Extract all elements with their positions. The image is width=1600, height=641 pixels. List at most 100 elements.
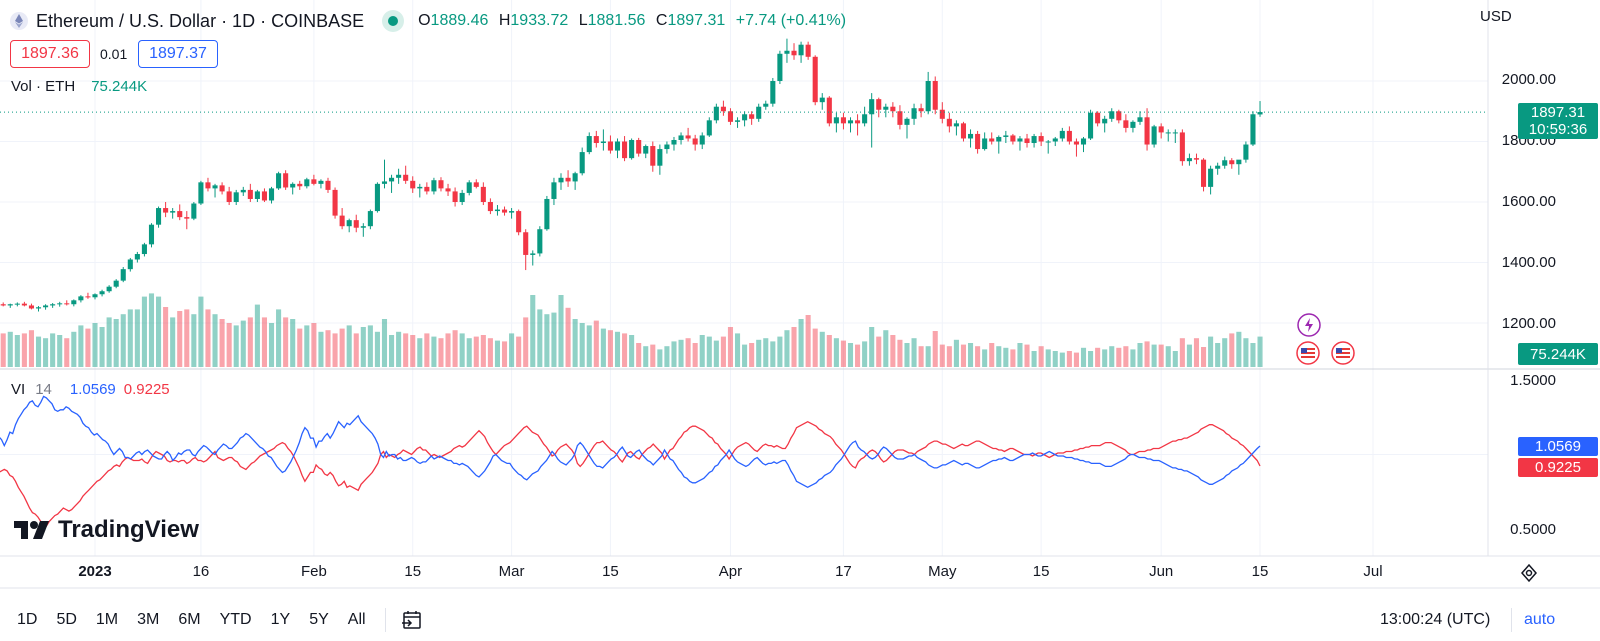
candle-body: [791, 50, 797, 56]
timeframe-all-button[interactable]: All: [347, 610, 366, 628]
candle: [346, 218, 352, 233]
time-axis-label: Mar: [498, 563, 525, 580]
utc-clock[interactable]: 13:00:24 (UTC): [1380, 610, 1491, 628]
volume-bar: [247, 317, 253, 367]
volume-bar: [297, 328, 303, 367]
sell-button[interactable]: 1897.36: [10, 40, 90, 68]
volume-bar: [996, 346, 1002, 367]
candle: [692, 134, 698, 151]
candle-body: [452, 191, 458, 202]
volume-bar: [431, 336, 437, 367]
ohlc-values: O1889.46 H1933.72 L1881.56 C1897.31 +7.7…: [418, 12, 846, 30]
candle: [389, 174, 395, 193]
timeframe-3m-button[interactable]: 3M: [137, 610, 160, 628]
volume-bar: [1088, 351, 1094, 367]
volume-bar: [1144, 341, 1150, 367]
candle: [1172, 129, 1178, 144]
candle: [883, 103, 889, 118]
timeframe-5y-button[interactable]: 5Y: [309, 610, 329, 628]
vi-tick: 1.5000: [1510, 372, 1556, 389]
us-flag-event-icon[interactable]: [1296, 341, 1320, 365]
us-flag-event-icon[interactable]: [1331, 341, 1355, 365]
vi-legend[interactable]: VI 14 1.0569 0.9225: [11, 381, 170, 398]
volume-bar: [918, 346, 924, 367]
volume-bar: [1222, 338, 1228, 367]
volume-bar: [1031, 351, 1037, 367]
volume-bar: [28, 330, 34, 367]
volume-bar: [657, 349, 663, 367]
volume-bar: [1172, 351, 1178, 367]
volume-bar: [21, 333, 27, 367]
timeframe-1y-button[interactable]: 1Y: [270, 610, 291, 628]
low-value: 1881.56: [587, 12, 646, 29]
time-axis[interactable]: 2023 16 Feb 15 Mar 15 Apr 17 May 15 Jun 15 Jul: [0, 563, 1492, 585]
candle: [452, 187, 458, 207]
candle-body: [1052, 138, 1058, 142]
candle-body: [170, 211, 176, 213]
candle-body: [205, 182, 211, 189]
candle-body: [1257, 112, 1263, 115]
candle: [367, 209, 373, 230]
watermark-text: TradingView: [58, 516, 199, 543]
candle-body: [784, 50, 790, 54]
timeframe-ytd-button[interactable]: YTD: [219, 610, 252, 628]
volume-bar: [982, 349, 988, 367]
candle: [78, 295, 84, 303]
candle: [424, 182, 430, 195]
candle: [28, 303, 34, 310]
candle-body: [1066, 130, 1072, 142]
timeframe-1m-button[interactable]: 1M: [95, 610, 119, 628]
candle-body: [812, 56, 818, 103]
candle-body: [1031, 136, 1037, 144]
candle: [1024, 133, 1030, 148]
timeframe-6m-button[interactable]: 6M: [178, 610, 201, 628]
candle-body: [1172, 132, 1178, 134]
volume-bar: [290, 319, 296, 367]
symbol-legend[interactable]: Ethereum / U.S. Dollar · 1D · COINBASE O…: [10, 10, 846, 32]
volume-bar: [713, 340, 719, 367]
timeframe-5d-button[interactable]: 5D: [56, 610, 77, 628]
volume-legend[interactable]: Vol · ETH 75.244K: [11, 78, 147, 95]
candle: [501, 206, 508, 216]
candle: [643, 144, 649, 159]
candle: [1243, 141, 1249, 163]
candle: [770, 77, 776, 107]
candle-body: [156, 208, 162, 225]
volume-bar: [374, 331, 380, 367]
currency-selector[interactable]: USD: [1480, 8, 1512, 25]
volume-bar: [360, 327, 366, 367]
timeframe-1d-button[interactable]: 1D: [17, 610, 38, 628]
date-range-icon[interactable]: [400, 608, 424, 632]
candle: [276, 171, 282, 190]
volume-bar: [191, 314, 197, 367]
volume-bar: [156, 296, 162, 367]
volume-bar: [791, 327, 797, 367]
auto-scale-button[interactable]: auto: [1524, 610, 1556, 628]
candle-body: [763, 103, 769, 107]
candle: [551, 177, 557, 206]
market-status-icon[interactable]: [382, 10, 405, 32]
candle-body: [1179, 132, 1185, 162]
candle: [565, 170, 571, 187]
candle: [1215, 162, 1221, 175]
vi-minus-badge: 0.9225: [1518, 458, 1598, 477]
price-tick: 1200.00: [1501, 315, 1556, 332]
candle-body: [932, 81, 938, 110]
volume-bar: [1208, 336, 1214, 367]
candle: [233, 189, 239, 206]
volume-bar: [1003, 347, 1009, 367]
candle-body: [290, 183, 296, 188]
lightning-event-icon[interactable]: [1297, 313, 1321, 337]
candle: [417, 183, 423, 198]
candle: [572, 171, 578, 190]
candle-body: [727, 111, 734, 122]
candle: [1144, 108, 1150, 151]
volume-label: Vol · ETH: [11, 78, 76, 95]
volume-bar: [494, 340, 501, 367]
buy-button[interactable]: 1897.37: [138, 40, 218, 68]
chart-settings-icon[interactable]: [1519, 563, 1539, 583]
symbol-title: Ethereum / U.S. Dollar · 1D · COINBASE: [36, 10, 365, 31]
volume-bar: [989, 343, 995, 367]
candle: [1102, 115, 1108, 133]
